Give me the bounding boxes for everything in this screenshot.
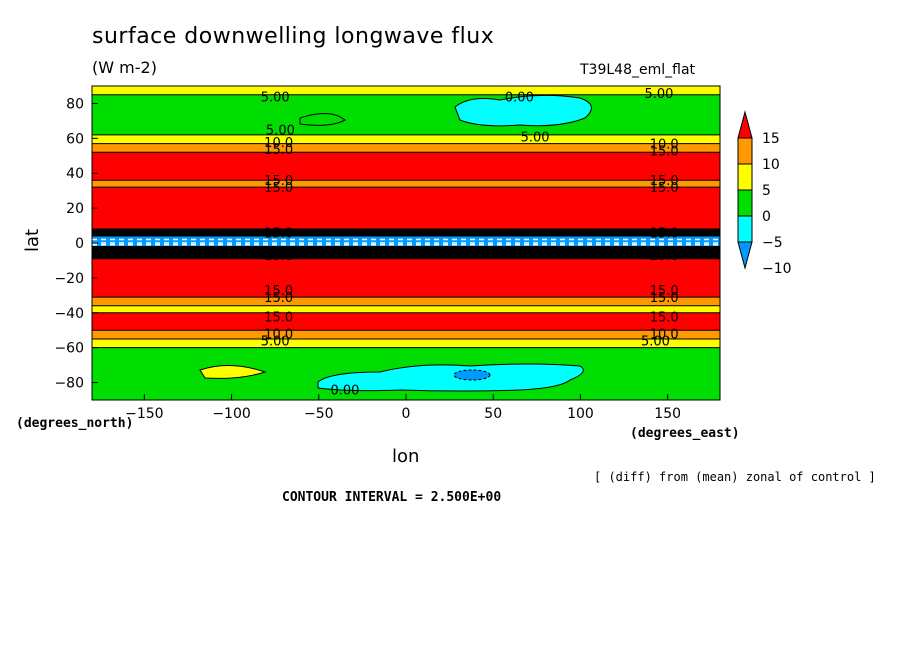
chart-title: surface downwelling longwave flux (92, 24, 495, 49)
x-tick-label: −150 (125, 406, 163, 422)
contour-label: 10.0 (264, 328, 293, 343)
lat-band-15 (92, 338, 720, 348)
contour-label: 10.0 (650, 138, 679, 153)
y-tick-label: 40 (66, 166, 84, 182)
y-tick-label: 80 (66, 96, 84, 112)
contour-label: 10.0 (264, 136, 293, 151)
x-tick-label: 100 (567, 406, 594, 422)
colorbar-tick-label: 0 (762, 209, 771, 225)
contour-label: 15.0 (264, 174, 293, 189)
contour-label: 15.0 (264, 181, 293, 196)
arctic-green-blob (299, 113, 346, 126)
contour-label: 5.00 (266, 124, 295, 139)
lat-band-11 (92, 297, 720, 306)
lat-band-13 (92, 312, 720, 331)
colorbar-swatch (737, 215, 753, 243)
y-tick-label: 20 (66, 201, 84, 217)
y-tick-label: −20 (54, 271, 84, 287)
lat-band-4 (92, 152, 720, 181)
lat-band-14 (92, 330, 720, 339)
x-tick-label: 150 (654, 406, 681, 422)
contour-label: 15.0 (650, 227, 679, 242)
contour-label: 15.0 (650, 145, 679, 160)
lat-band-12 (92, 305, 720, 313)
y-tick-label: −80 (54, 376, 84, 392)
y-axis: 80 60 40 20 0 −20 −40 −60 −80 (54, 96, 98, 392)
colorbar-tick-label: 15 (762, 131, 780, 147)
colorbar-tick-label: 5 (762, 183, 771, 199)
y-axis-unit: (degrees_north) (16, 416, 134, 431)
contour-label: 0.00 (330, 384, 359, 399)
lat-band-5 (92, 180, 720, 188)
colorbar-tick-label: −10 (762, 261, 792, 277)
lat-band-7 (92, 229, 720, 237)
contour-label: 15.0 (650, 291, 679, 306)
contour-label: 15.0 (650, 249, 679, 264)
contour-label: 5.00 (521, 131, 550, 146)
contour-label: 5.00 (261, 90, 290, 105)
x-tick-label: −50 (304, 406, 334, 422)
x-tick-label: −100 (212, 406, 250, 422)
contour-label: 15.0 (264, 284, 293, 299)
y-tick-label: 60 (66, 131, 84, 147)
colorbar-tick-label: −5 (762, 235, 783, 251)
colorbar-swatch (737, 189, 753, 217)
antarctic-cyan-blob (317, 363, 584, 392)
lat-band-8 (92, 236, 720, 247)
colorbar-swatch (737, 137, 753, 165)
lat-band-9 (92, 246, 720, 259)
y-tick-label: 0 (75, 236, 84, 252)
x-axis-unit: (degrees_east) (630, 426, 740, 441)
contour-label: 5.00 (261, 335, 290, 350)
lat-band-10 (92, 258, 720, 298)
run-label: T39L48_eml_flat (580, 62, 696, 78)
lat-band-0 (92, 86, 720, 95)
anomaly-blobs-layer (199, 94, 592, 392)
x-axis-label: lon (392, 446, 420, 467)
colorbar-top-arrow (737, 110, 753, 139)
contour-label: 15.0 (650, 310, 679, 325)
lat-bands-layer (92, 86, 720, 400)
lat-band-6 (92, 187, 720, 230)
colorbar-bottom-arrow (737, 241, 753, 270)
contour-label: 15.0 (650, 174, 679, 189)
southern-yellow-blob (199, 364, 267, 379)
contour-label: 15.0 (264, 310, 293, 325)
y-axis-label: lat (22, 228, 43, 252)
contour-label: 5.00 (644, 87, 673, 102)
chart-units: (W m-2) (92, 58, 157, 77)
lat-band-2 (92, 134, 720, 144)
contour-label: 0.00 (505, 90, 534, 105)
x-tick-label: 0 (402, 406, 411, 422)
contour-label: 15.0 (264, 143, 293, 158)
y-tick-label: −40 (54, 306, 84, 322)
diff-note: [ (diff) from (mean) zonal of control ] (594, 470, 876, 484)
antarctic-blue-blob (453, 369, 491, 381)
x-axis: −150 −100 −50 0 50 100 150 (125, 394, 681, 422)
contour-label: 10.0 (650, 328, 679, 343)
contour-interval: CONTOUR INTERVAL = 2.500E+00 (282, 490, 502, 505)
colorbar-tick-label: 10 (762, 157, 780, 173)
y-tick-label: −60 (54, 341, 84, 357)
lat-band-3 (92, 143, 720, 153)
x-tick-label: 50 (484, 406, 502, 422)
contour-lines-layer (92, 94, 720, 349)
contour-label: 5.00 (641, 335, 670, 350)
colorbar-swatch (737, 163, 753, 191)
contour-label: 15.0 (650, 181, 679, 196)
contour-label: 15.0 (650, 284, 679, 299)
contour-label: 15.0 (264, 291, 293, 306)
arctic-cyan-blob (454, 94, 592, 127)
contour-label: 15.0 (264, 227, 293, 242)
colorbar: 15 10 5 0 −5 −10 (737, 110, 792, 277)
lat-band-1 (92, 94, 720, 135)
contour-label: 15.0 (264, 249, 293, 264)
